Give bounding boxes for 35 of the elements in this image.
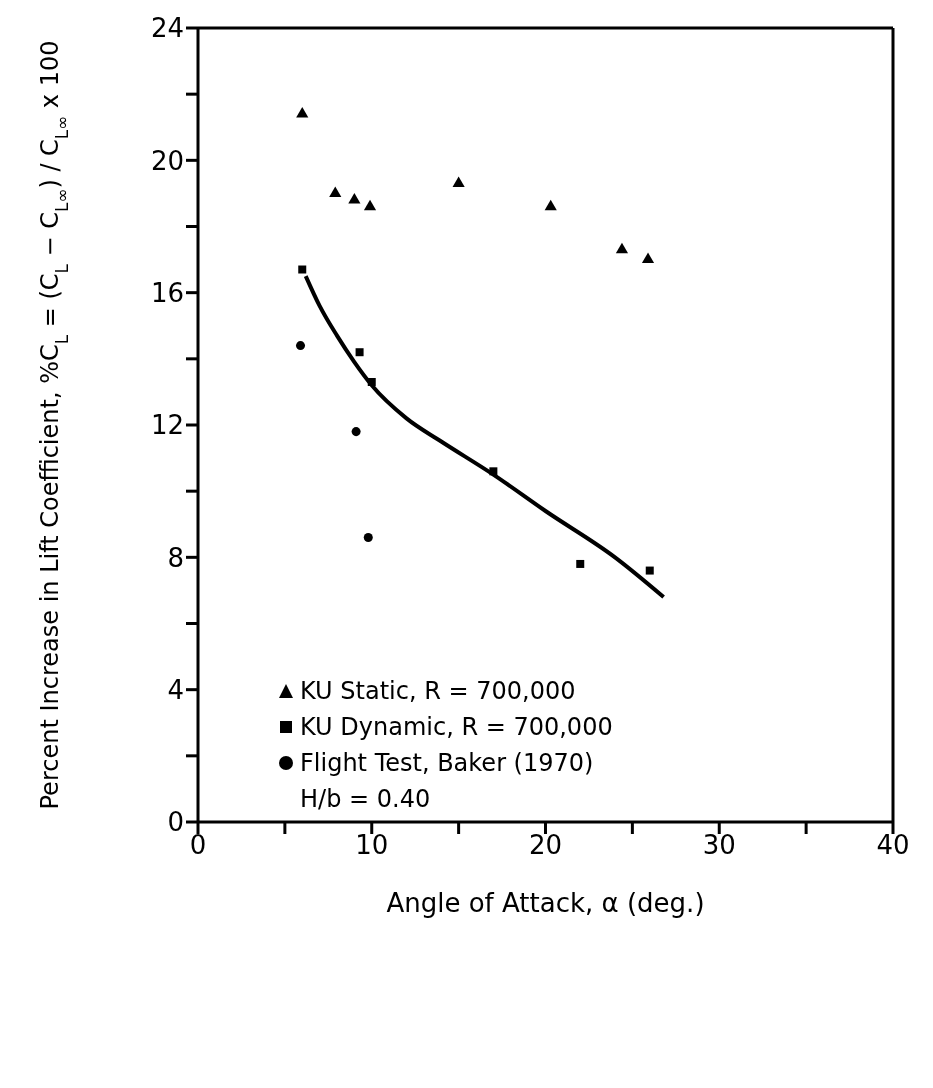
y-tick-label: 24 xyxy=(150,13,184,44)
y-tick-label: 4 xyxy=(167,674,184,705)
point xyxy=(641,252,655,264)
point xyxy=(576,559,585,568)
point xyxy=(348,193,361,204)
point xyxy=(298,265,307,274)
point xyxy=(452,176,465,187)
point xyxy=(489,467,498,476)
y-tick-label: 8 xyxy=(167,542,184,573)
point xyxy=(296,107,309,118)
point xyxy=(329,186,342,197)
annotation: H/b = 0.40 xyxy=(300,785,432,813)
line-series xyxy=(303,274,666,600)
y-tick-label: 16 xyxy=(150,277,184,308)
point xyxy=(367,377,376,386)
y-tick-label: 0 xyxy=(167,807,184,838)
x-tick-label: 10 xyxy=(355,830,389,861)
x-axis-title: Angle of Attack, α (deg.) xyxy=(386,888,705,918)
legend-label: KU Dynamic, R = 700,000 xyxy=(300,713,613,741)
point xyxy=(363,532,373,542)
y-tick-label: 12 xyxy=(150,410,184,441)
x-tick-label: 0 xyxy=(189,830,207,861)
point xyxy=(363,199,377,211)
point xyxy=(351,427,361,437)
x-tick-label: 40 xyxy=(876,830,910,861)
point xyxy=(296,341,306,351)
point xyxy=(615,242,629,254)
point xyxy=(355,348,364,357)
x-tick-label: 30 xyxy=(702,830,736,861)
point xyxy=(544,199,557,211)
point xyxy=(645,566,654,575)
legend-label: Flight Test, Baker (1970) xyxy=(300,749,594,777)
x-tick-label: 20 xyxy=(528,830,563,861)
y-tick-label: 20 xyxy=(150,145,184,176)
legend-label: KU Static, R = 700,000 xyxy=(300,677,576,705)
